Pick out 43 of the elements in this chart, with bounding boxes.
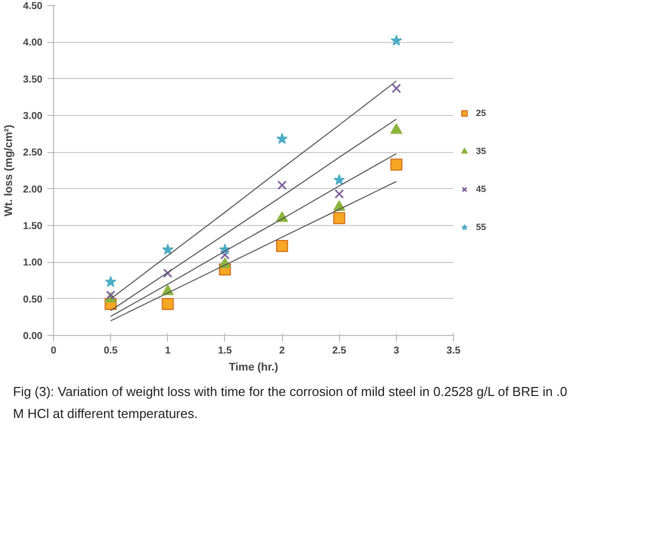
point — [333, 212, 346, 224]
point — [392, 84, 402, 94]
point — [390, 123, 402, 134]
y-tick-label: 2.50 — [23, 148, 43, 159]
y-tick-label: 3.50 — [23, 74, 43, 86]
x-tick-label: 1.5 — [218, 346, 232, 356]
point — [333, 174, 345, 185]
point — [277, 180, 287, 190]
y-tick-label: 4.00 — [23, 38, 43, 49]
point — [390, 34, 402, 46]
y-tick-label: 2.00 — [23, 184, 43, 196]
legend-label: 45 — [476, 184, 488, 194]
line-series — [110, 181, 397, 322]
y-tick-label: 0.50 — [23, 294, 43, 306]
point — [106, 290, 116, 300]
x-tick-label: 0 — [50, 346, 57, 356]
x-tick-label: 3 — [394, 346, 400, 356]
point — [276, 240, 288, 252]
legend-label: 35 — [476, 146, 488, 156]
point — [104, 276, 116, 287]
x-axis-title: Time (hr.) — [228, 362, 278, 374]
x-tick-label: 2 — [279, 346, 286, 356]
point — [390, 158, 402, 171]
y-tick-label: 4.50 — [23, 1, 43, 12]
point — [162, 244, 174, 255]
point — [334, 189, 344, 199]
text: Fig (3): Variation of weight loss with time for the corrosion of mild steel in 0.2528 g/L of BRE in .0 M HCl at different temperatures. — [13, 383, 568, 424]
x-tick-label: 3.5 — [446, 346, 461, 356]
y-axis-title: Wt. loss (mg/cm²) — [3, 124, 16, 216]
legend-label: 55 — [476, 222, 488, 232]
legend-label: 25 — [476, 108, 488, 118]
point — [276, 132, 288, 144]
x-tick-label: 0.5 — [104, 346, 118, 356]
point — [220, 250, 230, 260]
x-tick-label: 1 — [165, 346, 172, 356]
y-tick-label: 1.50 — [23, 221, 43, 232]
point — [163, 268, 172, 278]
x-tick-label: 2.5 — [332, 346, 347, 356]
point — [162, 298, 174, 310]
y-tick-label: 0.00 — [23, 331, 43, 342]
y-tick-label: 1.00 — [23, 258, 43, 269]
line-series — [110, 153, 397, 317]
y-tick-label: 3.00 — [23, 111, 43, 122]
